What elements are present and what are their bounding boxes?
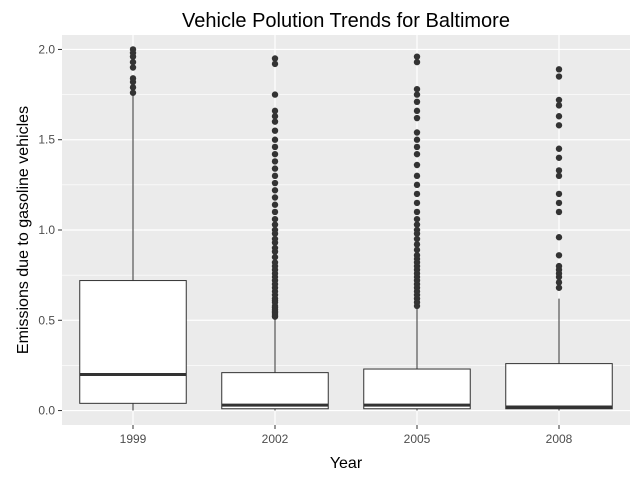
box-group xyxy=(363,53,471,411)
outlier-point xyxy=(271,118,279,125)
outlier-point xyxy=(555,66,563,73)
outlier-point xyxy=(555,172,563,180)
y-axis-ticks: 0.0 0.5 1.0 1.5 2.0 xyxy=(38,42,62,418)
outlier-point xyxy=(555,284,563,291)
outlier-point xyxy=(271,113,279,120)
box-iqr xyxy=(363,368,471,410)
outlier-point xyxy=(555,279,563,286)
outlier-point xyxy=(271,253,279,261)
outlier-point xyxy=(271,158,279,165)
outlier-point xyxy=(555,167,563,174)
outlier-point xyxy=(271,60,279,68)
x-axis-title: Year xyxy=(330,455,363,472)
outlier-point xyxy=(413,114,421,122)
outlier-point xyxy=(413,58,421,66)
outlier-point xyxy=(129,89,137,96)
outlier-point xyxy=(271,55,279,62)
outlier-point xyxy=(271,226,279,234)
outlier-point xyxy=(555,113,563,120)
outlier-point xyxy=(413,85,421,93)
chart-title: Vehicle Polution Trends for Baltimore xyxy=(182,10,510,32)
outlier-point xyxy=(413,129,421,136)
box-group xyxy=(79,46,187,411)
outlier-point xyxy=(555,234,563,241)
x-tick-label: 1999 xyxy=(120,432,147,446)
outlier-point xyxy=(271,136,279,143)
outlier-point xyxy=(271,143,279,151)
box-series xyxy=(79,46,613,411)
outlier-point xyxy=(271,150,279,158)
x-tick-label: 2002 xyxy=(262,432,289,446)
box-group xyxy=(505,66,613,411)
box-iqr xyxy=(505,363,613,410)
outlier-point xyxy=(555,208,563,216)
outlier-point xyxy=(413,107,421,115)
outlier-point xyxy=(271,165,279,172)
outlier-point xyxy=(555,199,563,207)
outlier-point xyxy=(555,190,563,198)
outlier-point xyxy=(271,235,279,243)
outlier-point xyxy=(129,84,137,91)
x-tick-label: 2005 xyxy=(404,432,431,446)
y-tick-label: 0.0 xyxy=(38,404,55,418)
y-tick-label: 1.0 xyxy=(38,223,55,237)
outlier-point xyxy=(413,252,421,259)
outlier-point xyxy=(555,145,563,152)
outlier-point xyxy=(413,246,421,254)
outlier-point xyxy=(413,143,421,151)
box-group xyxy=(221,55,329,411)
outlier-point xyxy=(555,73,563,80)
outlier-point xyxy=(413,199,421,207)
outlier-point xyxy=(413,136,421,143)
y-axis-title: Emissions due to gasoline vehicles xyxy=(15,106,32,354)
outlier-point xyxy=(271,127,279,134)
outlier-point xyxy=(271,201,279,208)
outlier-point xyxy=(271,215,279,223)
outlier-point xyxy=(271,91,279,98)
outlier-point xyxy=(271,172,279,180)
outlier-point xyxy=(413,98,421,106)
box-iqr xyxy=(79,280,187,404)
outlier-point xyxy=(413,190,421,198)
outlier-point xyxy=(413,91,421,98)
outlier-point xyxy=(271,107,279,115)
y-tick-label: 1.5 xyxy=(38,133,55,147)
outlier-point xyxy=(555,96,563,104)
outlier-point xyxy=(413,215,421,223)
outlier-point xyxy=(271,208,279,216)
outlier-point xyxy=(413,150,421,158)
outlier-point xyxy=(129,75,137,82)
outlier-point xyxy=(413,226,421,234)
outlier-point xyxy=(271,179,279,187)
outlier-point xyxy=(413,208,421,216)
outlier-point xyxy=(129,64,137,71)
x-tick-label: 2008 xyxy=(546,432,573,446)
outlier-point xyxy=(413,53,421,60)
outlier-point xyxy=(271,244,279,252)
outlier-point xyxy=(413,181,421,189)
x-axis-ticks: 1999 2002 2005 2008 xyxy=(120,425,573,446)
outlier-point xyxy=(413,172,421,180)
outlier-point xyxy=(271,187,279,194)
outlier-point xyxy=(555,102,563,109)
box-iqr xyxy=(221,372,329,410)
outlier-point xyxy=(413,241,421,248)
outlier-point xyxy=(555,252,563,259)
outlier-point xyxy=(413,161,421,169)
outlier-point xyxy=(555,122,563,129)
y-tick-label: 2.0 xyxy=(38,42,55,56)
outlier-point xyxy=(271,259,279,266)
outlier-point xyxy=(129,46,137,53)
outlier-point xyxy=(271,194,279,201)
outlier-point xyxy=(129,58,137,66)
outlier-point xyxy=(555,262,563,270)
outlier-point xyxy=(413,235,421,243)
y-tick-label: 0.5 xyxy=(38,313,55,327)
outlier-point xyxy=(271,221,279,228)
outlier-point xyxy=(413,221,421,228)
outlier-point xyxy=(555,154,563,161)
